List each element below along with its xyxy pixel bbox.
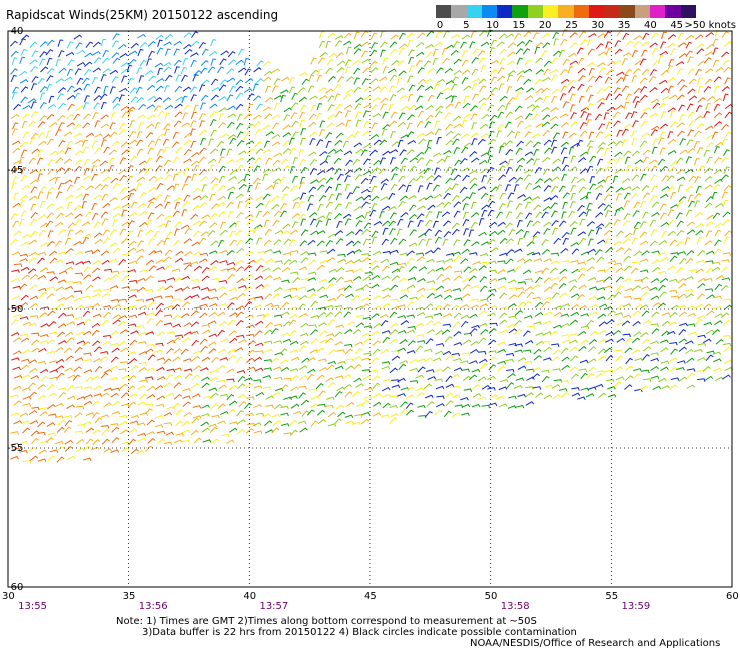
legend-swatch (680, 5, 696, 18)
legend-tick-label: 0 (436, 20, 444, 31)
legend-swatch (466, 5, 482, 18)
legend-swatch (634, 5, 650, 18)
legend-swatch (527, 5, 543, 18)
legend-tick-label: 5 (463, 20, 470, 31)
latitude-label: -60 (7, 582, 24, 593)
longitude-label: 40 (243, 591, 257, 602)
latitude-label: -50 (7, 304, 24, 315)
legend-swatch (604, 5, 620, 18)
notes-line-2: 3)Data buffer is 22 hrs from 20150122 4)… (142, 627, 577, 638)
latitude-label: -45 (7, 165, 24, 176)
longitude-label: 45 (364, 591, 377, 602)
notes-line-1: Note: 1) Times are GMT 2)Times along bot… (116, 616, 537, 627)
legend-swatch (512, 5, 528, 18)
time-label: 13:56 (138, 601, 168, 612)
map-frame (7, 30, 733, 588)
legend-swatch (558, 5, 574, 18)
wind-barbs (9, 29, 734, 464)
legend-swatch (573, 5, 589, 18)
latitude-label: -40 (7, 26, 24, 37)
legend-swatch (619, 5, 635, 18)
legend-swatch (497, 5, 513, 18)
longitude-label: 50 (484, 591, 498, 602)
time-label: 13:57 (259, 601, 289, 612)
legend-tick-label: 40 (644, 20, 657, 31)
longitude-label: 30 (2, 591, 15, 602)
legend-swatch (451, 5, 467, 18)
legend-tick-label: 45 (670, 20, 684, 31)
legend-swatch (436, 5, 452, 18)
time-label: 13:55 (18, 601, 47, 612)
legend-swatch (588, 5, 605, 18)
legend-swatch (665, 5, 681, 18)
map-grid (8, 31, 732, 587)
legend-tick-label: 10 (486, 20, 499, 31)
legend-tick-label: 35 (617, 20, 631, 31)
legend-tick-label: 15 (512, 20, 526, 31)
legend-tick-label: 20 (538, 20, 552, 31)
longitude-label: 55 (605, 591, 619, 602)
legend-tick-label: 25 (565, 20, 578, 31)
legend-color-bar (436, 5, 736, 18)
map-title: Rapidscat Winds(25KM) 20150122 ascending (6, 8, 279, 22)
longitude-label: 35 (122, 591, 136, 602)
legend-tick-label: 30 (591, 20, 605, 31)
time-label: 13:58 (500, 601, 530, 612)
legend-units: >50 knots (684, 20, 736, 31)
legend-swatch (542, 5, 559, 18)
notes: Note: 1) Times are GMT 2)Times along bot… (116, 616, 577, 638)
credit: NOAA/NESDIS/Office of Research and Appli… (470, 638, 721, 649)
wind-speed-legend: >50 knots 0 5 10 15 20 25 30 35 40 45 (436, 5, 736, 35)
legend-swatch (481, 5, 498, 18)
longitude-label: 60 (726, 591, 739, 602)
legend-labels: >50 knots 0 5 10 15 20 25 30 35 40 45 (436, 20, 736, 34)
latitude-label: -55 (7, 443, 24, 454)
legend-swatch (649, 5, 666, 18)
time-label: 13:59 (621, 601, 651, 612)
